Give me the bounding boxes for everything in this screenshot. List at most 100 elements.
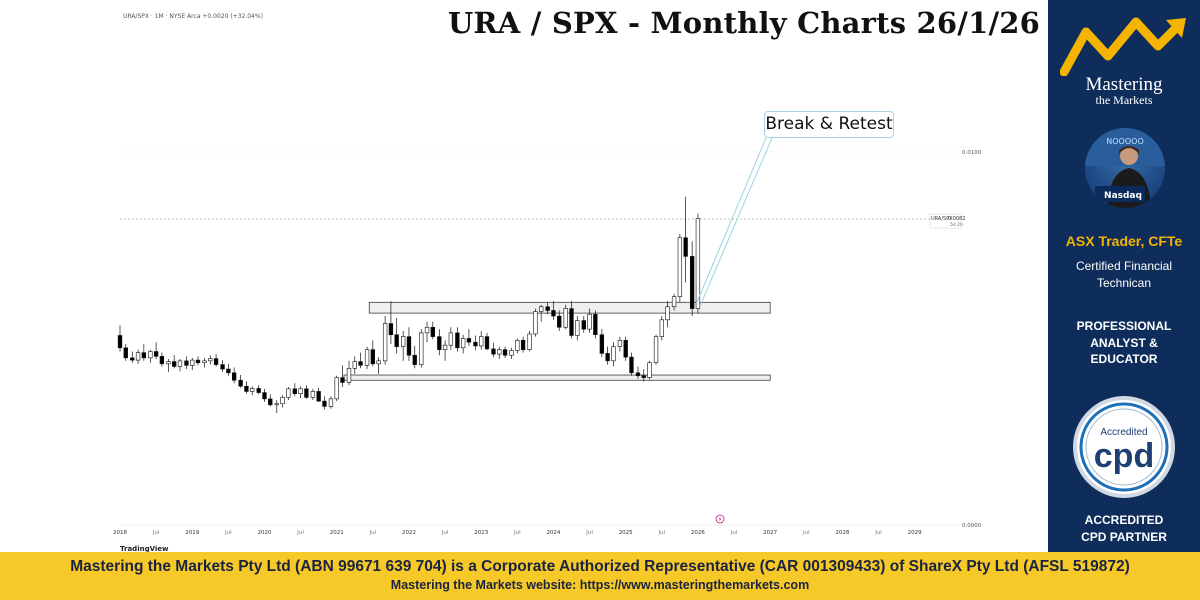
candle-body [635,372,641,377]
accredited-line1: ACCREDITED [1084,513,1164,527]
trader-description: Certified Financial Technican [1062,258,1186,292]
accredited-title: ACCREDITED CPD PARTNER [1062,512,1186,545]
candle-body [334,377,339,400]
candle-body [557,315,562,328]
x-tick-label: Jul [730,530,738,536]
candle-body [533,311,538,335]
x-tick-label: 2024 [546,530,560,536]
x-tick-label: 2018 [113,530,127,536]
symbol-info: URA/SPX · 1M · NYSE Arca +0.0020 (+32.04… [123,13,263,20]
candle-body [123,347,128,359]
trader-desc-line2: Technican [1096,276,1152,290]
footer-disclaimer: Mastering the Markets Pty Ltd (ABN 99671… [70,558,1130,575]
candle-body [328,398,334,407]
candle-body [665,306,670,321]
candle-body [491,348,496,355]
candle-body [479,336,484,347]
candle-body [605,353,610,362]
candle-body [322,400,327,407]
candle-body [545,306,550,311]
x-axis-ticks: 2018 Jul 2019 Jul 2020 Jul 2021 Jul 2022 Jul 2023 J… [113,530,922,536]
candle-body [617,340,623,347]
professional-title: PROFESSIONAL ANALYST & EDUCATOR [1062,318,1186,368]
candle-body [262,392,267,400]
candle-body [292,388,297,394]
candle-body [135,352,141,361]
cpd-badge-icon: Accredited cpd [1073,396,1175,498]
x-tick-label: Jul [585,530,593,536]
y-tick-label: 0.0100 [962,150,982,156]
x-tick-label: Jul [513,530,521,536]
candle-body [455,332,460,349]
candle-body [117,335,123,349]
accredited-line2: CPD PARTNER [1081,529,1167,544]
candle-body [401,336,406,347]
candle-body [671,296,677,308]
sidebar: Mastering the Markets NOOOOO Nasdaq ASX … [1048,0,1200,552]
candle-body [382,323,388,362]
x-tick-label: 2027 [763,530,777,536]
annotation-line [696,137,767,303]
x-tick-label: 2019 [185,530,199,536]
footer-website: Mastering the Markets website: https://w… [390,578,810,592]
brand-name: Mastering [1085,74,1163,95]
candle-body [244,385,249,392]
pro-line1: PROFESSIONAL [1076,319,1172,333]
candle-body [623,340,628,358]
candle-body [172,361,177,367]
chart-area: 0.0100 0.0000 2018 Jul 2019 Jul 2020 Jul 2021 Ju… [113,6,1040,553]
avatar-screen-text: NOOOOO [1106,137,1143,146]
x-tick-label: Jul [296,530,304,536]
candle-body [569,308,574,336]
candle-body [388,323,394,336]
candle-body [358,361,363,366]
last-price-label-bg [929,213,963,229]
candle-body [484,336,490,350]
candle-body [473,341,478,347]
x-tick-label: 2020 [257,530,271,536]
candle-body [581,320,586,330]
candle-body [587,313,592,330]
candle-body [424,326,430,334]
candlestick-chart: 0.0100 0.0000 2018 Jul 2019 Jul 2020 Jul 2021 Ju… [113,137,982,536]
footer: Mastering the Markets Pty Ltd (ABN 99671… [0,552,1200,600]
candle-body [202,360,207,364]
candle-body [695,218,701,309]
candle-body [653,336,659,364]
y-tick-label: 0.0000 [962,523,982,529]
candle-body [238,379,243,387]
candle-body [394,334,399,347]
candle-body [256,388,261,393]
x-tick-label: 2021 [330,530,344,536]
candle-body [412,354,417,365]
annotation-lines [696,137,773,307]
candle-body [153,351,159,357]
candle-body [364,349,370,366]
pro-line2: ANALYST & [1090,335,1158,350]
tradingview-logo: TradingView [120,545,169,553]
trader-desc-line1: Certified Financial [1075,259,1173,273]
annotation-callout: Break & Retest [764,111,894,138]
candle-body [250,388,255,392]
x-tick-label: 2023 [474,530,488,536]
y-gridlines [120,151,958,526]
candle-body [346,368,352,383]
candle-body [641,375,646,378]
avatar-sign-text: Nasdaq [1104,191,1142,201]
avatar: NOOOOO Nasdaq [1085,128,1165,208]
x-tick-label: Jul [152,530,160,536]
x-tick-label: 2022 [402,530,416,536]
candle-body [340,377,345,383]
candle-body [286,388,291,398]
x-tick-label: Jul [802,530,810,536]
candle-body [208,358,213,362]
x-tick-label: Jul [369,530,377,536]
candle-body [563,308,568,328]
candle-body [226,368,231,374]
candle-body [195,359,201,364]
candle-body [466,338,472,343]
trader-title: ASX Trader, CFTe [1065,233,1183,249]
candle-body [659,319,664,337]
x-tick-label: 2026 [691,530,705,536]
brand-logo-icon [1060,17,1186,76]
